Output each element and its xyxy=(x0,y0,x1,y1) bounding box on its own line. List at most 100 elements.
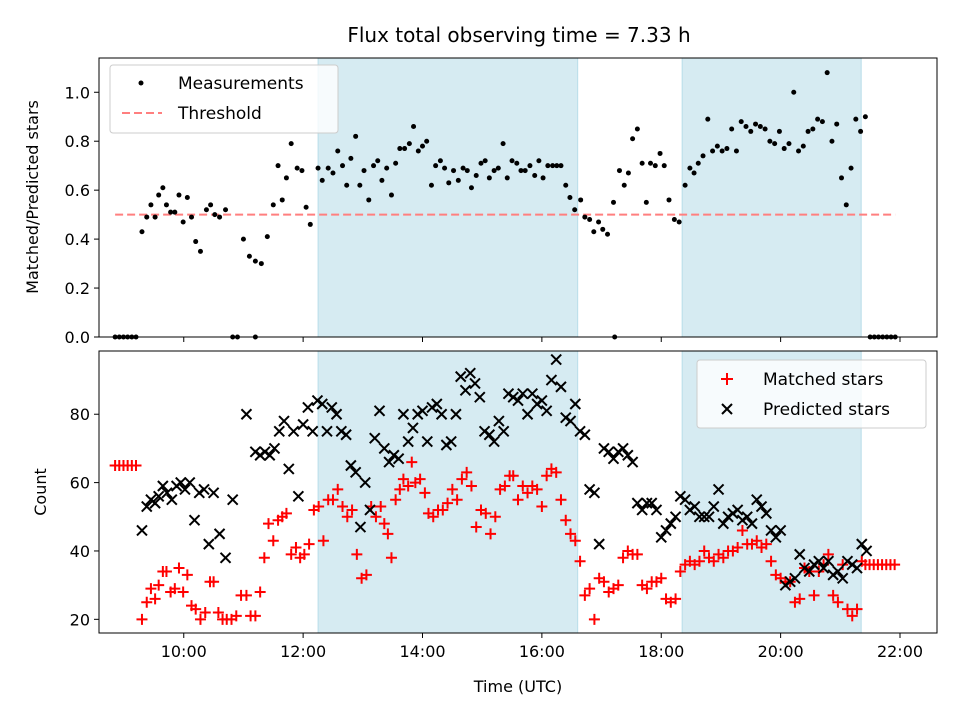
predicted-point xyxy=(717,517,730,530)
predicted-point xyxy=(836,572,849,585)
matched-point xyxy=(841,603,853,615)
x-tick-label: 14:00 xyxy=(399,642,445,661)
measurement-point xyxy=(600,226,606,232)
measurement-point xyxy=(139,229,145,235)
matched-point xyxy=(550,466,562,478)
matched-point xyxy=(693,555,705,567)
measurement-point xyxy=(384,165,390,171)
measurement-point xyxy=(572,207,578,213)
measurement-point xyxy=(184,195,190,200)
predicted-point xyxy=(712,483,725,496)
matched-point xyxy=(531,483,543,495)
shaded-interval xyxy=(681,57,862,338)
measurement-point xyxy=(415,148,421,154)
measurement-point xyxy=(657,150,663,156)
y-tick-label: 0.6 xyxy=(65,181,90,200)
matched-point xyxy=(655,572,667,584)
matched-point xyxy=(173,562,185,574)
measurement-point xyxy=(652,163,658,169)
predicted-point xyxy=(540,405,553,417)
matched-point xyxy=(565,528,577,540)
top-legend-box xyxy=(109,64,339,134)
measurement-point xyxy=(160,185,166,191)
predicted-point xyxy=(302,401,314,414)
measurement-point xyxy=(738,119,744,125)
predicted-point xyxy=(340,429,352,441)
matched-point xyxy=(145,583,157,595)
matched-point xyxy=(507,470,519,482)
matched-point xyxy=(153,579,165,591)
predicted-point xyxy=(369,432,381,444)
matched-point xyxy=(708,555,720,567)
predicted-point xyxy=(149,497,161,509)
measurement-point xyxy=(156,192,162,198)
predicted-point xyxy=(306,425,319,438)
predicted-point xyxy=(297,418,309,431)
predicted-point xyxy=(617,442,629,455)
predicted-point xyxy=(521,408,534,420)
measurement-point xyxy=(639,160,645,166)
predicted-point xyxy=(512,394,524,407)
matched-point xyxy=(760,538,772,550)
measurement-point xyxy=(605,231,611,237)
measurement-point xyxy=(666,197,672,203)
measurement-point xyxy=(208,202,214,208)
measurement-point xyxy=(733,148,739,154)
matched-point xyxy=(732,542,744,554)
predicted-point xyxy=(851,562,863,574)
predicted-point xyxy=(741,511,753,523)
measurement-point xyxy=(148,202,154,208)
predicted-point xyxy=(219,552,232,564)
measurement-point xyxy=(180,219,186,225)
legend-predicted-marker xyxy=(721,403,733,415)
matched-point xyxy=(641,583,653,595)
predicted-point xyxy=(292,490,305,502)
predicted-point xyxy=(856,538,868,550)
matched-point xyxy=(351,548,363,560)
measurement-point xyxy=(340,163,346,169)
predicted-point xyxy=(789,572,801,585)
measurement-point xyxy=(819,119,825,125)
measurement-point xyxy=(621,182,627,188)
predicted-point xyxy=(179,483,191,496)
predicted-point xyxy=(755,500,768,513)
matched-point xyxy=(230,610,242,622)
matched-point xyxy=(160,565,172,577)
predicted-point xyxy=(226,493,239,506)
matched-point xyxy=(889,559,901,571)
matched-point xyxy=(584,583,596,595)
predicted-point xyxy=(636,504,648,516)
matched-point xyxy=(579,589,591,601)
measurement-point xyxy=(504,175,510,181)
predicted-point xyxy=(813,555,825,567)
matched-point xyxy=(346,504,358,516)
matched-point xyxy=(765,555,777,567)
matched-point xyxy=(169,583,181,595)
predicted-point xyxy=(175,476,187,489)
matched-point xyxy=(254,586,266,598)
matched-point xyxy=(414,473,426,485)
measurement-point xyxy=(197,248,203,254)
predicted-point xyxy=(483,429,496,441)
predicted-point xyxy=(287,425,300,438)
measurement-point xyxy=(264,234,270,240)
measurement-point xyxy=(478,160,484,166)
matched-point xyxy=(446,483,458,495)
measurement-point xyxy=(567,195,573,200)
bottom-y-axis-ticks: 20 40 60 80 xyxy=(70,405,99,629)
predicted-point xyxy=(188,514,201,526)
bottom-x-axis-ticks: 10:00 12:00 14:00 16:00 18:00 20:00 22:00 xyxy=(161,633,923,661)
predicted-point xyxy=(536,394,548,407)
matched-point xyxy=(313,501,325,513)
measurement-point xyxy=(189,214,195,220)
predicted-point xyxy=(751,493,763,506)
predicted-point xyxy=(650,504,663,516)
predicted-point xyxy=(326,401,338,414)
measurement-point xyxy=(545,163,551,169)
predicted-point xyxy=(392,452,405,465)
predicted-point xyxy=(517,388,529,400)
legend-measurements-label: Measurements xyxy=(178,74,304,94)
matched-point xyxy=(141,596,153,608)
predicted-point xyxy=(464,367,476,379)
measurement-point xyxy=(315,165,321,171)
